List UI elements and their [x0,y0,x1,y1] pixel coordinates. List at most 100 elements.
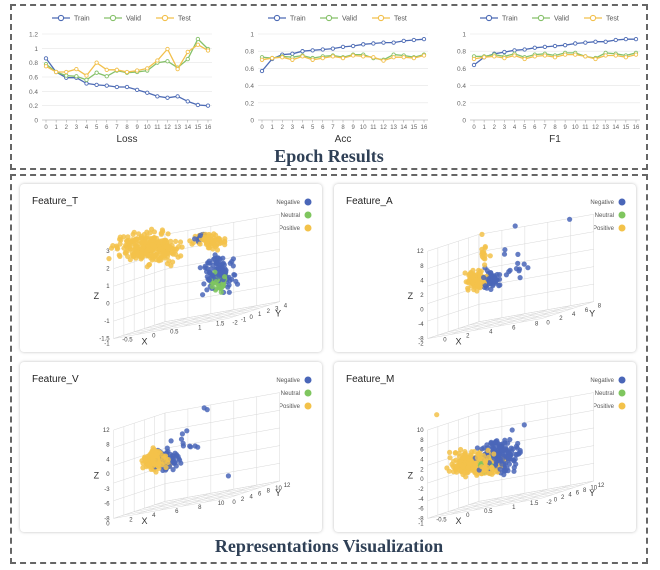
scatter-point-negative [511,464,517,471]
grid-line [519,484,571,503]
data-point-train [175,94,180,99]
grid-line [542,480,594,499]
scatter-point-positive [482,459,488,465]
x-tick-label: 4 [301,125,305,131]
scatter-point-negative [201,281,207,287]
y-tick-label: 8 [583,488,587,494]
x-tick-label: 5 [523,125,527,131]
data-point-test [623,55,629,60]
legend-label: Negative [276,200,300,206]
grid-line [473,313,525,331]
scatter-point-negative [501,472,507,478]
z-tick-label: -3 [104,487,110,493]
data-point-test [310,57,315,62]
scatter-point-negative [197,265,203,271]
data-point-test [411,55,417,61]
epoch-results-title: Epoch Results [274,146,384,166]
legend-marker [57,14,65,22]
grid-line [136,497,188,515]
grid-line [154,484,270,506]
grid-line [113,483,166,501]
scatter-point-negative [172,459,178,465]
scatter-point-positive [165,231,171,237]
data-point-test [64,69,69,75]
legend-label: Positive [279,404,301,410]
grid-line [159,493,211,511]
grid-line [478,213,594,235]
grid-line [427,304,480,322]
y-tick-label: 0.8 [29,60,38,67]
scatter-point-positive [211,231,217,237]
scatter-point-positive [130,231,136,237]
data-point-valid [195,36,201,42]
x-tick-label: 8 [553,125,557,131]
scatter-point-positive [148,466,154,472]
x-tick-label: 0 [443,338,447,344]
data-point-train [104,83,109,88]
y-tick-label: -1 [241,318,247,324]
scatter-point-positive [150,237,156,243]
data-point-valid [185,56,190,62]
scatter-point-negative [502,247,508,253]
z-tick-label: 8 [420,438,424,444]
scatter-point-positive [114,246,120,252]
legend-marker [304,211,312,219]
grid-line [448,490,563,512]
x-tick-label: 1 [270,125,274,131]
grid-line [123,314,239,336]
y-tick-label: 0 [249,315,253,321]
grid-line [164,213,280,235]
scatter-point-negative [492,275,498,281]
x-axis-label: X [456,336,462,346]
scatter-point-negative [490,283,496,289]
y-tick-label: 0.8 [245,49,254,56]
x-tick-label: 11 [154,125,161,131]
scatter-point-positive [117,241,123,247]
scatter-point-negative [497,466,503,472]
y-tick-label: 1 [462,32,466,39]
scatter-point-negative [517,449,523,455]
y-tick-label: 12 [598,483,605,489]
scatter-point-positive [461,452,467,458]
x-tick-label: 4 [152,513,156,519]
grid-line [427,501,480,519]
scatter-point-neutral [222,274,228,280]
data-point-test [205,48,211,53]
scatter-point-positive [153,469,159,475]
grid-line [478,410,594,431]
grid-line [164,392,280,414]
data-point-test [350,53,356,58]
scatter-point-positive [460,463,466,469]
scatter-point-negative [220,255,226,261]
series-line-train [473,38,636,66]
grid-line [427,430,480,448]
scatter-point-positive [152,448,159,454]
scatter-point-positive [121,245,127,251]
legend-label: Test [606,16,619,23]
y-tick-label: 10 [275,486,282,492]
x-tick-label: 15 [411,125,418,131]
x-tick-label: 5 [95,125,99,131]
scatter-point-negative [225,473,231,479]
z-tick-label: 0 [106,302,110,308]
scatter-point-positive [173,238,179,244]
scatter-point-negative [525,265,531,271]
scatter-point-negative [482,283,488,289]
legend-marker [161,14,169,22]
legend-marker [589,14,597,22]
x-tick-label: 4 [513,125,517,131]
data-point-test [185,49,190,55]
z-tick-label: 8 [106,443,110,449]
scatter-point-negative [200,292,206,298]
data-point-test [633,52,639,57]
y-tick-label: 1 [258,312,262,318]
data-point-test [471,56,477,62]
legend-label: Positive [593,404,615,410]
y-tick-label: 0.4 [457,83,466,90]
scatter-point-positive [222,239,228,245]
y-tick-label: 0.2 [29,103,38,110]
scatter-point-positive [127,244,133,250]
x-tick-label: 7 [115,125,119,131]
grid-line [478,463,594,484]
x-tick-label: 2 [281,125,285,131]
